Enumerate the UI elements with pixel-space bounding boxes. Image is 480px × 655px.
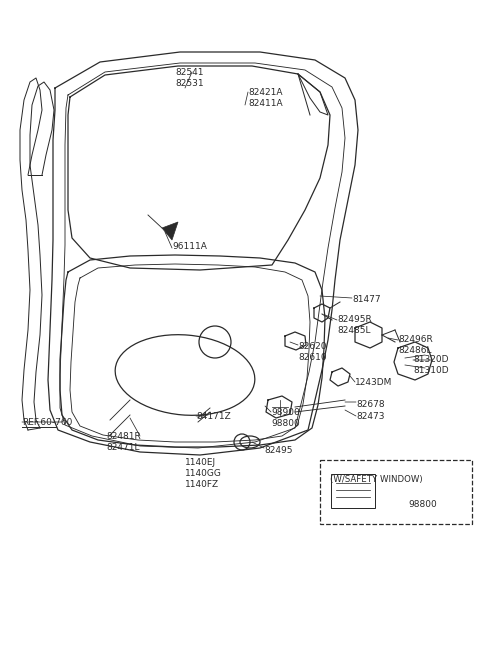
Text: 84171Z: 84171Z <box>196 412 231 421</box>
Text: (W/SAFETY WINDOW): (W/SAFETY WINDOW) <box>330 475 422 484</box>
Text: 82495R
82485L: 82495R 82485L <box>337 315 372 335</box>
Text: 1243DM: 1243DM <box>355 378 392 387</box>
Text: 82495: 82495 <box>264 446 292 455</box>
Text: 1140EJ
1140GG
1140FZ: 1140EJ 1140GG 1140FZ <box>185 458 222 489</box>
Text: 98800: 98800 <box>408 500 437 509</box>
Polygon shape <box>162 222 178 240</box>
Text: 96111A: 96111A <box>172 242 207 251</box>
Text: 82620
82610: 82620 82610 <box>298 342 326 362</box>
Text: 82421A
82411A: 82421A 82411A <box>248 88 283 108</box>
Text: 82678: 82678 <box>356 400 384 409</box>
Text: 98900
98800: 98900 98800 <box>271 408 300 428</box>
Text: 81477: 81477 <box>352 295 381 304</box>
Text: REF.60-760: REF.60-760 <box>22 418 72 427</box>
Text: 81320D
81310D: 81320D 81310D <box>413 355 449 375</box>
Text: 82481R
82471L: 82481R 82471L <box>106 432 141 452</box>
Text: 82496R
82486L: 82496R 82486L <box>398 335 433 355</box>
Text: 82541
82531: 82541 82531 <box>175 68 204 88</box>
Text: 82473: 82473 <box>356 412 384 421</box>
